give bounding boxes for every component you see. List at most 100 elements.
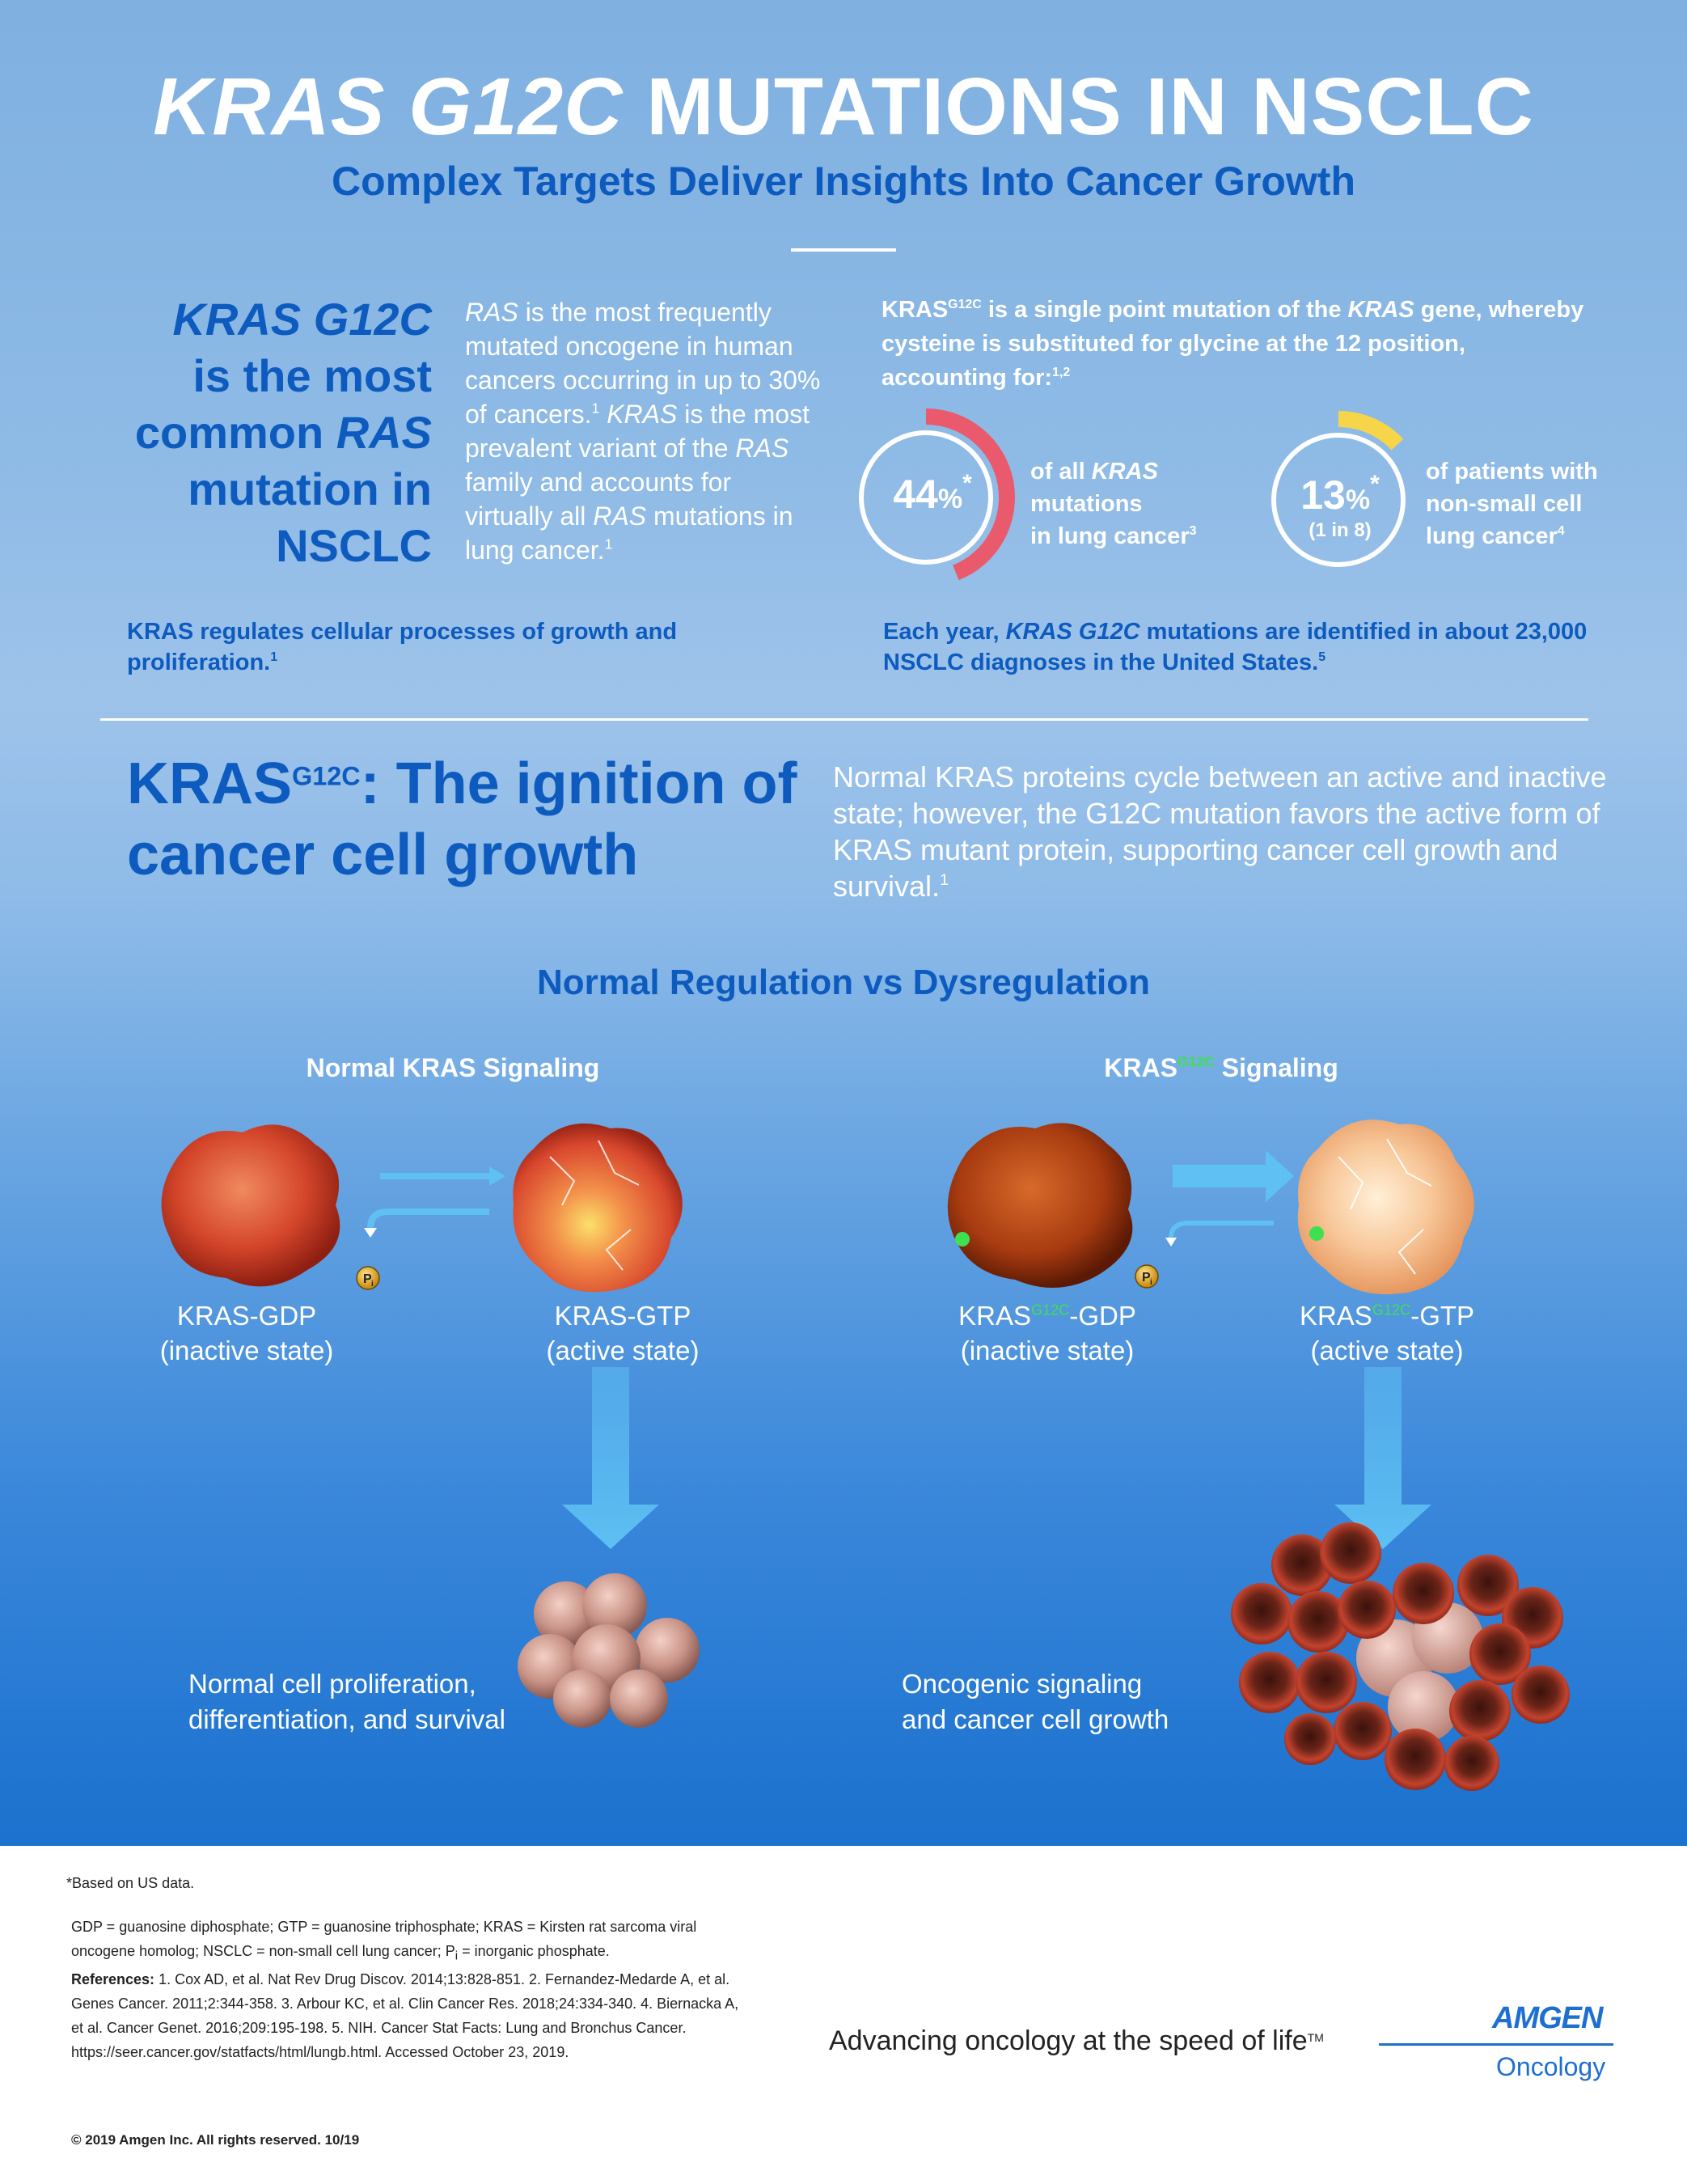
stat-44-circle [859,430,993,565]
most-common-heading: KRAS G12C is the most common RAS mutatio… [11,291,432,574]
ras-ref-1: 1 [591,400,600,417]
kras-g12c-gdp-caption: KRASG12C-GDP (inactive state) [918,1298,1177,1368]
g12c-gtp-b: -GTP [1410,1301,1475,1331]
normal-para-ref: 1 [940,871,949,890]
ras-italic-2: KRAS [599,400,678,429]
cancer-cell [1449,1680,1511,1742]
mutant-outcome-1: Oncogenic signaling [902,1669,1143,1699]
mutant-heading-sup: G12C [1177,1053,1215,1070]
stat-13-ref: 4 [1557,523,1565,538]
references: References: 1. Cox AD, et al. Nat Rev Dr… [71,1967,799,2064]
amgen-logo: AMGEN [1492,2001,1603,2035]
oncology-logo-text: Oncology [1496,2052,1606,2081]
stat-44-unit: % [937,484,963,514]
ras-text-2: is the most prevalent variant of the [465,400,810,463]
footer: *Based on US data. GDP = guanosine dipho… [0,1846,1687,2184]
ras-italic-4: RAS [593,502,647,531]
stat-13-circle [1271,433,1406,567]
stat-13-desc1: of patients with [1426,459,1598,485]
normal-cell [635,1618,700,1682]
stat-13-unit: % [1345,485,1371,515]
heading-line-5: NSCLC [276,520,432,571]
mutant-reverse-arrowhead [1165,1238,1177,1246]
cancer-cell [1338,1581,1396,1639]
g12c-refs: 1,2 [1052,365,1071,379]
g12c-gdp-sup: G12C [1030,1302,1070,1318]
mutant-heading-a: KRAS [1104,1053,1178,1082]
normal-cell [582,1573,647,1638]
kras-gdp-state: (inactive state) [159,1335,334,1365]
ras-text-4: mutations in lung cancer. [465,502,793,565]
abbrev-line-2: oncogene homolog; NSCLC = non-small cell… [71,1943,455,1959]
g12c-gtp-state: (active state) [1310,1335,1464,1365]
stat-44-asterisk: * [962,470,972,497]
g12c-gdp-a: KRAS [958,1301,1031,1331]
normal-outcome-2: differentiation, and survival [188,1704,505,1734]
stat-44-number: 44 [893,472,938,517]
logo-rule [1379,2043,1613,2046]
kras-g12c-gtp-protein [1297,1120,1474,1295]
ras-text-3: family and accounts for virtually all [465,468,732,531]
cancer-cell [1239,1652,1300,1713]
kras-gtp-label: KRAS-GTP [554,1301,691,1331]
cancer-cell [1393,1563,1454,1624]
mutant-signaling-heading: KRASG12C Signaling [1011,1053,1431,1083]
heading-line-3b: RAS [336,407,432,458]
abbrev-line-1: GDP = guanosine diphosphate; GTP = guano… [71,1919,697,1935]
forward-arrow [380,1166,505,1186]
regulation-heading: Normal Regulation vs Dysregulation [537,963,1150,1002]
ras-italic-1: RAS [465,298,518,327]
reference-line-4: https://seer.cancer.gov/statfacts/html/l… [71,2044,569,2060]
active-glow-lines [549,1140,640,1271]
stat-13-arc [1338,411,1404,451]
ignition-b: : The ignition of cancer cell growth [127,751,797,887]
g12c-sup: G12C [948,297,982,311]
ras-ref-2: 1 [604,535,613,552]
kras-gtp-caption: KRAS-GTP (active state) [497,1298,748,1368]
normal-cell-in-tumor [1388,1671,1459,1742]
mutant-active-glow-lines [1338,1138,1432,1275]
mutant-outcome: Oncogenic signaling and cancer cell grow… [902,1666,1225,1737]
g12c-text-b: is a single point mutation of the [981,297,1348,323]
cancer-cell [1320,1522,1381,1584]
ras-italic-3: RAS [735,434,789,463]
cancer-cell [1469,1623,1531,1685]
cancer-cell [1284,1713,1336,1765]
reference-line-1: 1. Cox AD, et al. Nat Rev Drug Discov. 2… [154,1971,730,1987]
normal-outcome-1: Normal cell proliferation, [188,1669,476,1699]
mutant-pi-label: P [1142,1271,1151,1285]
pi-sub: i [371,1280,374,1289]
section-divider [100,718,1588,721]
normal-outcome: Normal cell proliferation, differentiati… [188,1666,544,1737]
regulates-text: KRAS regulates cellular processes of gro… [127,619,678,675]
mutant-reverse-arrow [1169,1221,1274,1241]
stat-13-sub: (1 in 8) [1309,519,1372,541]
pi-label: P [363,1272,372,1286]
mutant-signaling-diagram: P i [947,1120,1474,1295]
each-year-ref: 5 [1318,650,1326,664]
normal-signaling-diagram: P i [161,1123,683,1293]
g12c-gdp-b: -GDP [1069,1301,1136,1331]
normal-kras-paragraph: Normal KRAS proteins cycle between an ac… [833,759,1609,904]
mutant-pi-phosphate-icon [1135,1264,1159,1289]
g12c-gtp-sup: G12C [1372,1302,1411,1318]
ras-text-1: is the most frequently mutated oncogene … [465,298,821,429]
references-label: References: [71,1971,155,1987]
g12c-paragraph: KRASG12C is a single point mutation of t… [882,293,1593,395]
kras-gdp-label: KRAS-GDP [176,1301,317,1331]
ras-paragraph: RAS is the most frequently mutated oncog… [465,295,821,567]
cancer-cell [1385,1729,1446,1790]
heading-line-3a: common [134,407,336,458]
kras-gtp-protein [513,1123,683,1293]
normal-down-arrow [562,1367,659,1549]
stat-44-ref: 3 [1189,523,1197,538]
g12c-mutation-dot-gdp [955,1232,970,1246]
kras-g12c-gdp-protein [947,1123,1133,1288]
stat-13-asterisk: * [1370,471,1380,497]
g12c-text-a: KRAS [882,297,949,323]
title-divider [791,248,896,252]
regulates-ref: 1 [270,650,278,664]
g12c-gdp-state: (inactive state) [960,1335,1135,1365]
stat-13-value: 13%* [1271,472,1409,518]
stat-44-arc [925,408,1015,581]
